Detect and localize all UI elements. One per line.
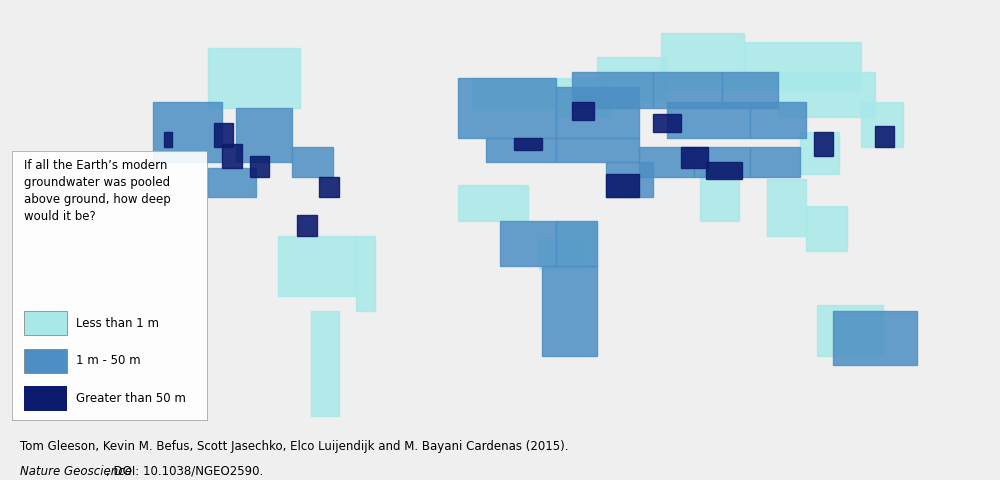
Polygon shape — [556, 221, 597, 266]
Polygon shape — [458, 78, 556, 138]
Polygon shape — [208, 48, 300, 108]
Polygon shape — [311, 311, 339, 416]
Polygon shape — [778, 72, 875, 117]
Polygon shape — [556, 221, 597, 266]
Polygon shape — [164, 132, 172, 146]
Polygon shape — [556, 138, 639, 162]
Polygon shape — [486, 138, 556, 162]
Polygon shape — [639, 146, 694, 177]
Polygon shape — [319, 177, 339, 197]
Polygon shape — [208, 168, 256, 197]
Polygon shape — [653, 114, 681, 132]
Polygon shape — [356, 236, 375, 311]
Polygon shape — [153, 102, 222, 162]
Polygon shape — [556, 78, 611, 117]
Text: Tom Gleeson, Kevin M. Befus, Scott Jasechko, Elco Luijendijk and M. Bayani Carde: Tom Gleeson, Kevin M. Befus, Scott Jasec… — [20, 440, 568, 453]
Polygon shape — [572, 72, 653, 108]
Bar — [24, 311, 67, 336]
Polygon shape — [278, 236, 356, 296]
Polygon shape — [514, 138, 542, 150]
Polygon shape — [572, 102, 594, 120]
Polygon shape — [458, 185, 528, 221]
Polygon shape — [236, 108, 292, 162]
Polygon shape — [750, 102, 806, 138]
Polygon shape — [667, 102, 750, 138]
Polygon shape — [750, 146, 800, 177]
Polygon shape — [542, 266, 597, 356]
Polygon shape — [653, 72, 722, 108]
Polygon shape — [597, 57, 667, 102]
Polygon shape — [539, 240, 583, 269]
Text: Less than 1 m: Less than 1 m — [76, 317, 159, 330]
Text: 1 m - 50 m: 1 m - 50 m — [76, 354, 141, 367]
Polygon shape — [875, 126, 894, 146]
Polygon shape — [661, 33, 744, 90]
Polygon shape — [814, 132, 833, 156]
Text: , DOI: 10.1038/NGEO2590.: , DOI: 10.1038/NGEO2590. — [106, 465, 263, 478]
Polygon shape — [214, 123, 233, 146]
Polygon shape — [681, 146, 708, 168]
Polygon shape — [606, 162, 653, 197]
Text: Greater than 50 m: Greater than 50 m — [76, 392, 186, 405]
Text: Nature Geoscience: Nature Geoscience — [20, 465, 132, 478]
Polygon shape — [222, 144, 242, 168]
Polygon shape — [500, 221, 556, 266]
Bar — [24, 386, 67, 410]
Polygon shape — [861, 102, 903, 146]
Polygon shape — [800, 132, 839, 173]
Polygon shape — [722, 72, 778, 108]
Polygon shape — [556, 87, 639, 138]
Polygon shape — [250, 156, 269, 177]
Polygon shape — [514, 78, 556, 108]
Polygon shape — [767, 180, 806, 236]
Polygon shape — [706, 162, 742, 180]
Text: If all the Earth’s modern
groundwater was pooled
above ground, how deep
would it: If all the Earth’s modern groundwater wa… — [24, 159, 170, 223]
Polygon shape — [817, 305, 883, 356]
Polygon shape — [806, 206, 847, 252]
Polygon shape — [694, 146, 750, 177]
Bar — [24, 349, 67, 373]
Polygon shape — [833, 311, 917, 365]
Polygon shape — [700, 168, 739, 221]
Polygon shape — [472, 78, 514, 108]
Polygon shape — [744, 42, 861, 90]
Polygon shape — [606, 173, 639, 197]
Polygon shape — [292, 146, 333, 177]
Polygon shape — [297, 216, 317, 236]
